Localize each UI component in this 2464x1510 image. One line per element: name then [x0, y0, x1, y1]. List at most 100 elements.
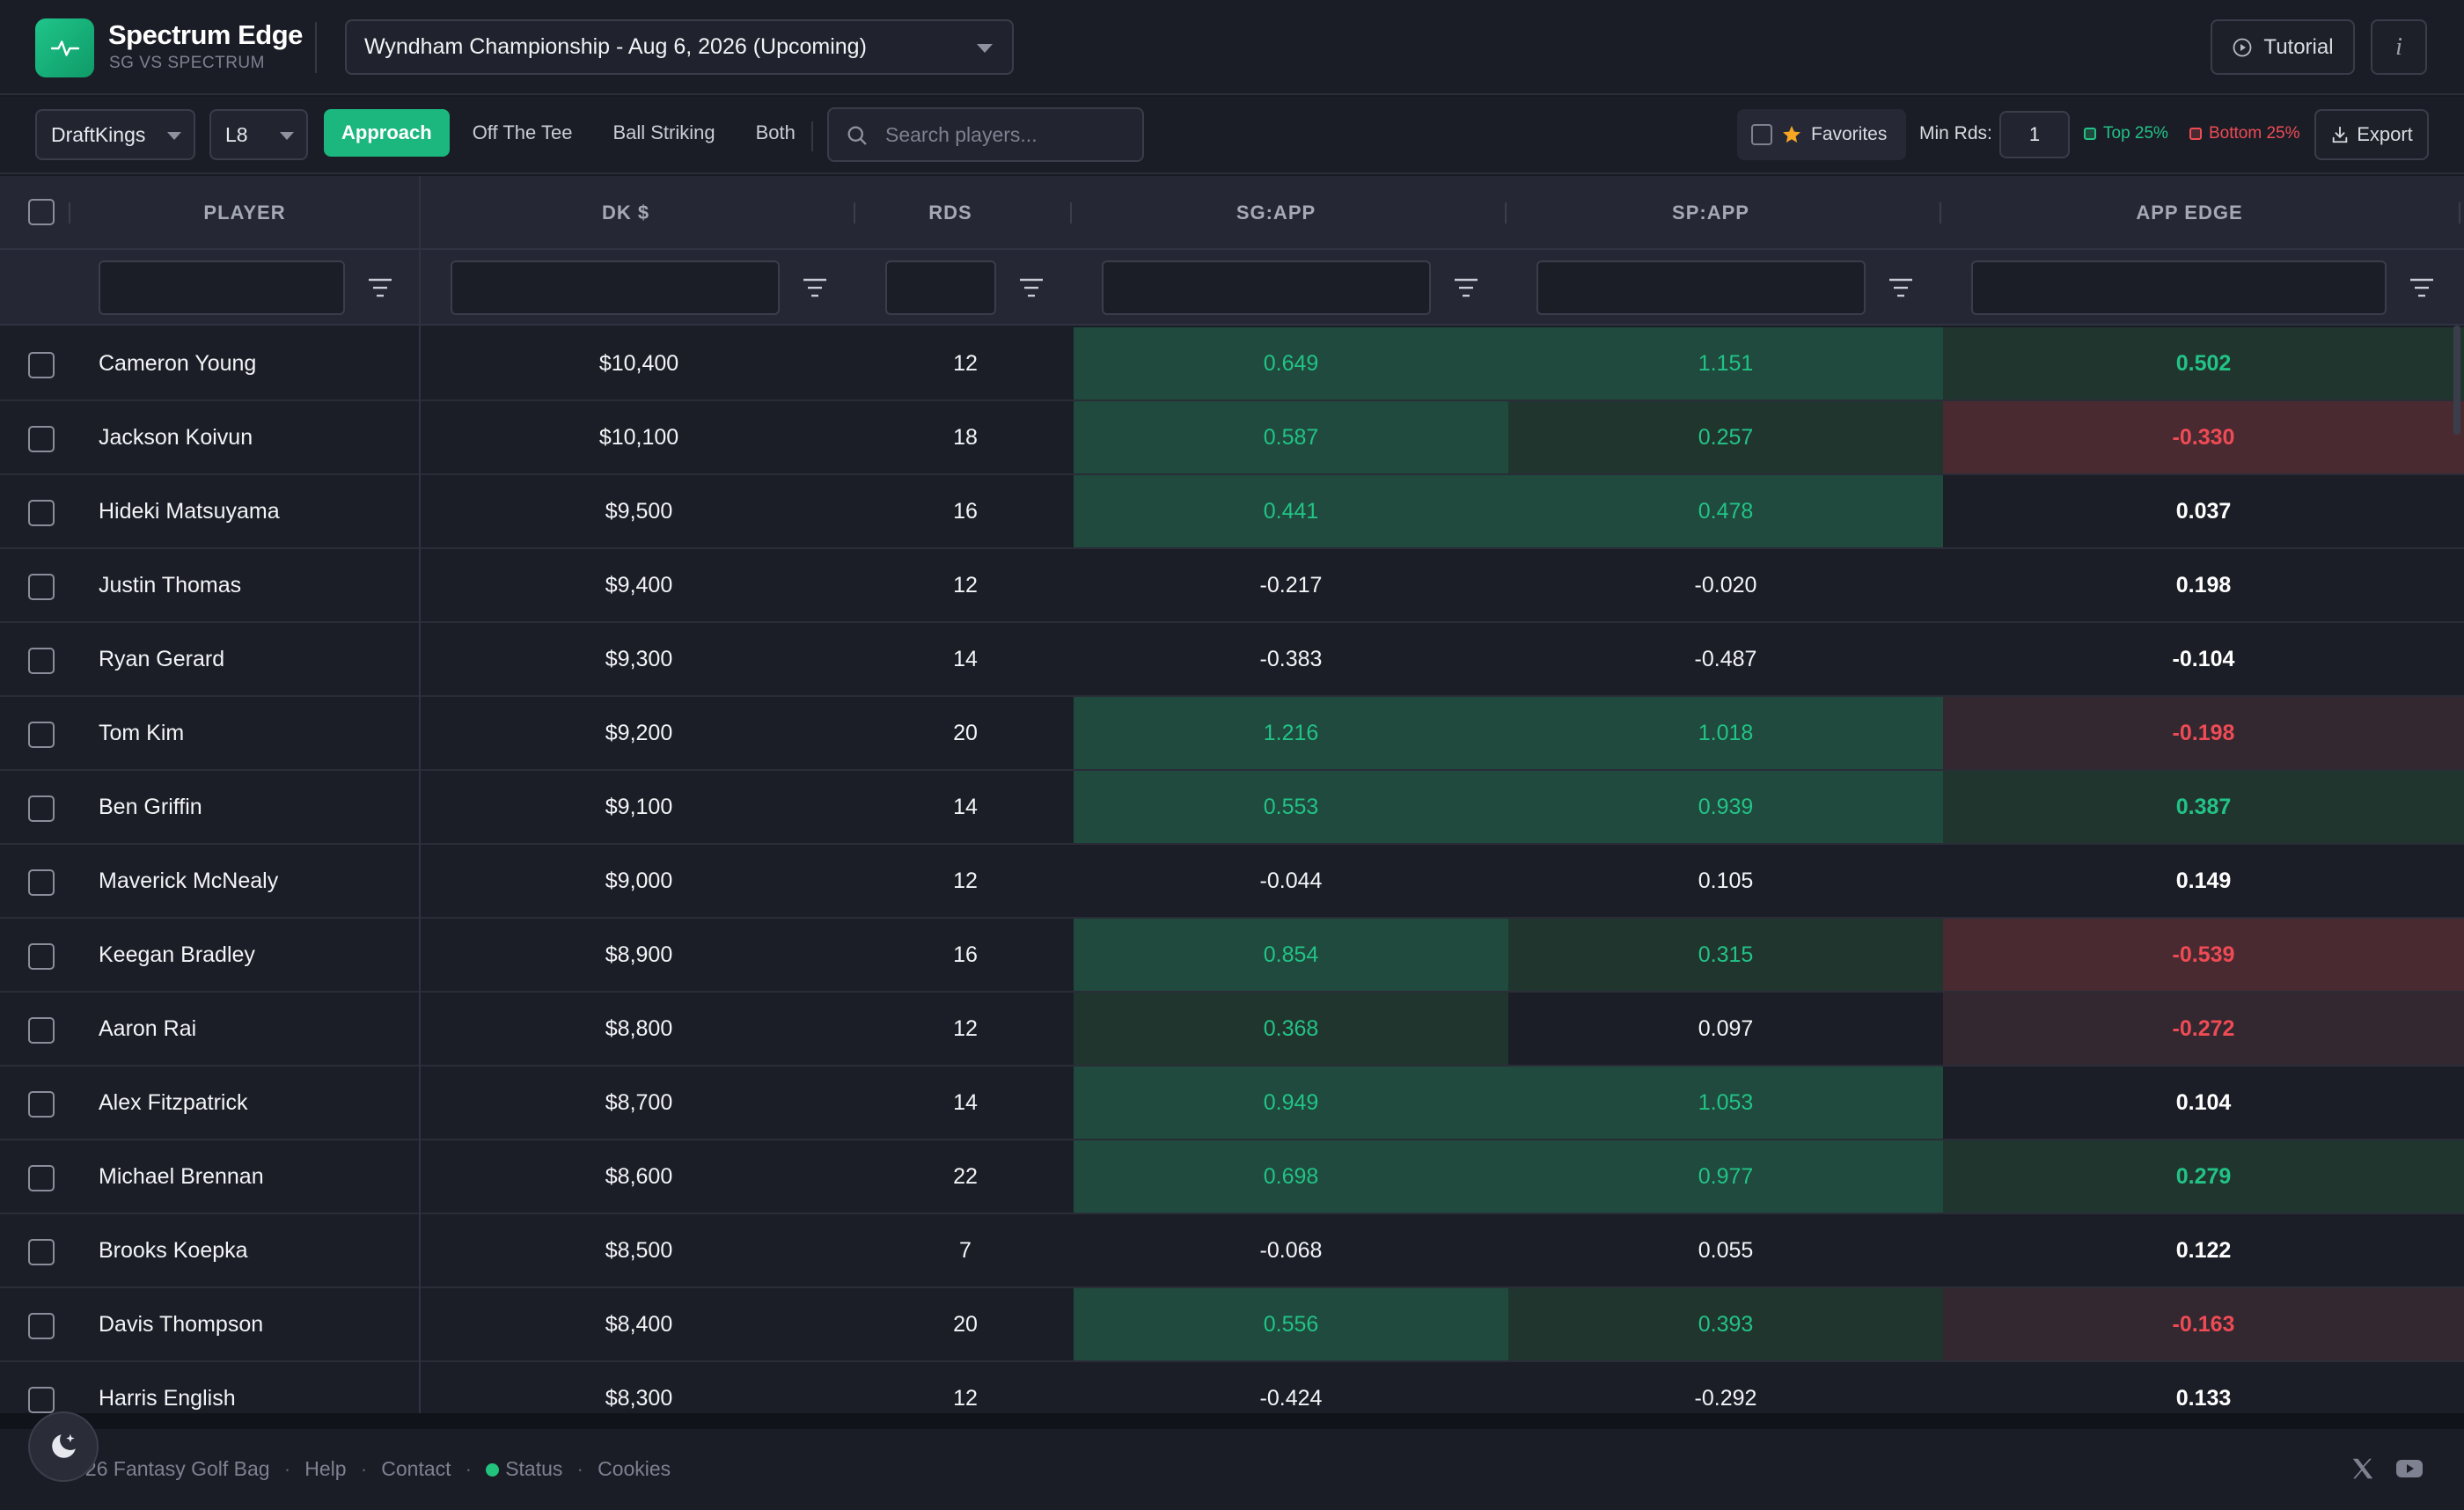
dk-salary-cell: $10,400	[598, 350, 679, 376]
tab-ball-striking[interactable]: Ball Striking	[612, 121, 715, 143]
row-checkbox[interactable]	[28, 1091, 55, 1118]
top-legend-label: Top 25%	[2103, 124, 2168, 143]
dk-salary-cell: $9,100	[605, 794, 673, 819]
sp-app-cell: 1.151	[1508, 327, 1943, 399]
player-column-divider	[419, 176, 421, 1413]
column-header-sg-app[interactable]: SG:APP	[1236, 202, 1316, 224]
footer-link-help[interactable]: Help	[304, 1457, 347, 1480]
select-all-checkbox[interactable]	[28, 199, 55, 225]
column-header-rounds[interactable]: RDS	[928, 202, 972, 224]
app-edge-cell: 0.037	[2175, 498, 2232, 524]
footer-link-status[interactable]: Status	[486, 1457, 562, 1481]
theme-toggle-button[interactable]	[28, 1411, 99, 1482]
x-icon[interactable]	[2350, 1455, 2376, 1482]
filter-icon[interactable]	[2408, 276, 2436, 299]
table-row[interactable]: Brooks Koepka $8,500 7 -0.068 0.055 0.122	[0, 1214, 2464, 1288]
sg-app-cell: 0.368	[1074, 993, 1508, 1065]
row-checkbox[interactable]	[28, 500, 55, 526]
player-filter-input[interactable]	[99, 260, 345, 315]
player-name-cell: Cameron Young	[99, 350, 257, 376]
table-row[interactable]: Davis Thompson $8,400 20 0.556 0.393 -0.163	[0, 1288, 2464, 1362]
row-checkbox[interactable]	[28, 1387, 55, 1413]
tutorial-button[interactable]: Tutorial	[2211, 19, 2355, 75]
row-checkbox[interactable]	[28, 869, 55, 896]
player-name-cell: Keegan Bradley	[99, 942, 255, 967]
row-checkbox[interactable]	[28, 574, 55, 600]
download-icon	[2332, 126, 2348, 143]
app-edge-cell: 0.104	[2175, 1089, 2232, 1115]
column-header-sp-app[interactable]: SP:APP	[1672, 202, 1749, 224]
dk-salary-cell: $9,300	[605, 646, 673, 671]
table-row[interactable]: Cameron Young $10,400 12 0.649 1.151 0.502	[0, 327, 2464, 401]
row-checkbox[interactable]	[28, 1165, 55, 1191]
row-checkbox[interactable]	[28, 1017, 55, 1044]
players-table: PLAYER DK $ RDS SG:APP SP:APP APP EDGE C…	[0, 176, 2464, 1413]
rounds-cell: 12	[953, 1385, 978, 1411]
table-row[interactable]: Hideki Matsuyama $9,500 16 0.441 0.478 0.037	[0, 475, 2464, 549]
info-button[interactable]: i	[2371, 19, 2427, 75]
sp-app-filter-input[interactable]	[1536, 260, 1866, 315]
app-edge-cell: 0.279	[1943, 1140, 2464, 1213]
youtube-icon[interactable]	[2395, 1456, 2424, 1481]
footer-link-contact[interactable]: Contact	[381, 1457, 451, 1480]
sg-app-filter-input[interactable]	[1102, 260, 1431, 315]
range-select[interactable]: L8	[209, 109, 308, 160]
app-logo[interactable]	[35, 18, 94, 77]
row-checkbox[interactable]	[28, 1239, 55, 1265]
rounds-filter-input[interactable]	[885, 260, 996, 315]
app-edge-filter-input[interactable]	[1971, 260, 2387, 315]
table-row[interactable]: Tom Kim $9,200 20 1.216 1.018 -0.198	[0, 697, 2464, 771]
player-name-cell: Brooks Koepka	[99, 1237, 248, 1263]
filter-icon[interactable]	[801, 276, 829, 299]
star-icon	[1783, 126, 1800, 143]
table-row[interactable]: Aaron Rai $8,800 12 0.368 0.097 -0.272	[0, 993, 2464, 1067]
table-row[interactable]: Ben Griffin $9,100 14 0.553 0.939 0.387	[0, 771, 2464, 845]
favorites-toggle[interactable]: Favorites	[1737, 109, 1906, 160]
event-select[interactable]: Wyndham Championship - Aug 6, 2026 (Upco…	[345, 19, 1014, 75]
row-checkbox[interactable]	[28, 943, 55, 970]
site-select[interactable]: DraftKings	[35, 109, 195, 160]
column-header-player[interactable]: PLAYER	[203, 202, 286, 224]
min-rounds-input[interactable]: 1	[1999, 111, 2070, 158]
table-row[interactable]: Alex Fitzpatrick $8,700 14 0.949 1.053 0.104	[0, 1067, 2464, 1140]
app-edge-cell: 0.149	[2175, 868, 2232, 893]
dk-salary-filter-input[interactable]	[451, 260, 780, 315]
row-checkbox[interactable]	[28, 352, 55, 378]
filter-icon[interactable]	[1452, 276, 1480, 299]
table-row[interactable]: Ryan Gerard $9,300 14 -0.383 -0.487 -0.104	[0, 623, 2464, 697]
row-checkbox[interactable]	[28, 722, 55, 748]
table-row[interactable]: Maverick McNealy $9,000 12 -0.044 0.105 0.149	[0, 845, 2464, 919]
table-row[interactable]: Justin Thomas $9,400 12 -0.217 -0.020 0.198	[0, 549, 2464, 623]
footer-link-cookies[interactable]: Cookies	[598, 1457, 671, 1480]
filter-icon[interactable]	[366, 276, 394, 299]
sp-app-cell: 0.105	[1698, 868, 1754, 893]
column-header-app-edge[interactable]: APP EDGE	[2136, 202, 2243, 224]
rounds-cell: 16	[953, 498, 978, 524]
row-checkbox[interactable]	[28, 1313, 55, 1339]
tab-approach[interactable]: Approach	[324, 109, 450, 157]
tab-off-the-tee[interactable]: Off The Tee	[472, 121, 573, 143]
table-scrollbar[interactable]	[2453, 326, 2460, 435]
filter-icon[interactable]	[1017, 276, 1045, 299]
table-row[interactable]: Michael Brennan $8,600 22 0.698 0.977 0.279	[0, 1140, 2464, 1214]
row-checkbox[interactable]	[28, 426, 55, 452]
row-checkbox[interactable]	[28, 795, 55, 822]
favorites-label: Favorites	[1811, 124, 1888, 144]
rounds-cell: 14	[953, 1089, 978, 1115]
app-subtitle: SG VS SPECTRUM	[109, 54, 265, 72]
sg-app-cell: 0.854	[1074, 919, 1508, 991]
tab-both[interactable]: Both	[755, 121, 796, 143]
table-row[interactable]: Keegan Bradley $8,900 16 0.854 0.315 -0.539	[0, 919, 2464, 993]
column-header-dk-salary[interactable]: DK $	[601, 202, 650, 224]
sg-app-cell: 0.556	[1074, 1288, 1508, 1360]
player-name-cell: Hideki Matsuyama	[99, 498, 280, 524]
sg-app-cell: -0.044	[1259, 868, 1323, 893]
search-input[interactable]	[885, 122, 1132, 147]
favorites-checkbox[interactable]	[1751, 124, 1772, 145]
table-row[interactable]: Jackson Koivun $10,100 18 0.587 0.257 -0.330	[0, 401, 2464, 475]
filter-icon[interactable]	[1887, 276, 1915, 299]
table-row[interactable]: Harris English $8,300 12 -0.424 -0.292 0.133	[0, 1362, 2464, 1413]
row-checkbox[interactable]	[28, 648, 55, 674]
export-button[interactable]: Export	[2314, 109, 2429, 160]
player-name-cell: Aaron Rai	[99, 1015, 197, 1041]
